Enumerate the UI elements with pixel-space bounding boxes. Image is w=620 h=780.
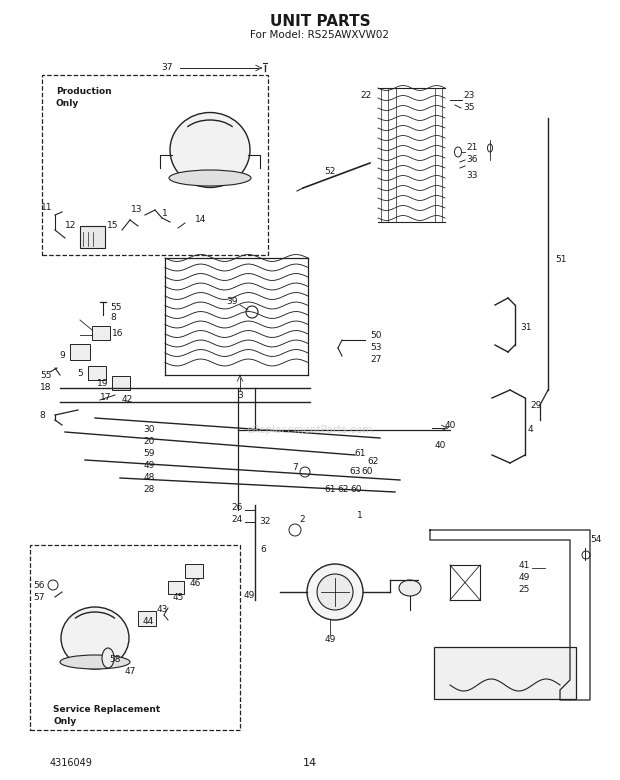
Text: 62: 62 [367,458,379,466]
Text: 57: 57 [33,593,45,601]
Bar [112,376,130,390]
Text: 1: 1 [162,210,168,218]
Text: 11: 11 [40,204,52,212]
Text: Production: Production [56,87,112,97]
Text: Only: Only [53,717,76,725]
Text: 50: 50 [370,331,381,339]
Text: 53: 53 [370,342,381,352]
Bar [30,545,240,730]
Text: 15: 15 [107,221,118,229]
Text: 37: 37 [161,63,173,73]
Text: 6: 6 [260,545,266,555]
Bar [92,326,110,340]
Bar [185,564,203,578]
Text: 22: 22 [361,90,372,100]
Text: eReplacementParts.com: eReplacementParts.com [247,425,373,435]
Text: 61: 61 [354,448,366,458]
Text: 44: 44 [143,618,154,626]
Text: 46: 46 [189,579,201,587]
Text: 36: 36 [466,155,477,165]
Text: 49: 49 [518,573,530,583]
Text: 42: 42 [122,395,133,405]
Ellipse shape [169,170,251,186]
Bar [168,581,184,594]
Bar [70,344,90,360]
Text: 30: 30 [143,426,155,434]
Text: 5: 5 [78,370,83,378]
Text: 49: 49 [244,591,255,601]
Text: 14: 14 [195,215,206,225]
Text: 24: 24 [232,515,243,523]
Text: 4316049: 4316049 [50,758,93,768]
Ellipse shape [102,648,114,668]
Text: 8: 8 [110,314,116,322]
Text: 18: 18 [40,382,51,392]
Text: 51: 51 [555,256,567,264]
Text: 7: 7 [292,463,298,473]
Bar [88,366,106,380]
Text: 28: 28 [144,485,155,495]
Text: 19: 19 [97,380,108,388]
Text: 4: 4 [528,426,534,434]
Text: 49: 49 [144,462,155,470]
Text: 52: 52 [324,168,335,176]
Text: 29: 29 [530,400,541,410]
Text: 41: 41 [518,561,530,569]
Text: 45: 45 [172,594,184,602]
Text: 26: 26 [232,502,243,512]
Text: 2: 2 [299,516,305,524]
Text: 14: 14 [303,758,317,768]
Text: 63: 63 [349,467,361,477]
Bar [80,226,105,248]
Text: 13: 13 [130,205,142,215]
Text: 55: 55 [110,303,122,313]
Text: 40: 40 [445,420,456,430]
Text: 25: 25 [518,586,530,594]
Text: 1: 1 [357,510,363,519]
Text: For Model: RS25AWXVW02: For Model: RS25AWXVW02 [250,30,389,40]
Circle shape [307,564,363,620]
Text: Only: Only [56,98,79,108]
Text: 27: 27 [370,356,381,364]
Ellipse shape [399,580,421,596]
Text: 59: 59 [143,449,155,459]
Text: 35: 35 [463,102,474,112]
Text: 39: 39 [226,297,238,307]
Text: 60: 60 [350,485,361,495]
Text: 17: 17 [100,392,112,402]
FancyBboxPatch shape [434,647,576,699]
Text: 62: 62 [337,485,348,495]
Text: 16: 16 [112,328,123,338]
Text: 60: 60 [361,467,373,477]
Circle shape [317,574,353,610]
Bar [42,75,268,255]
Text: 43: 43 [156,605,167,615]
Text: 21: 21 [466,144,477,153]
Text: 58: 58 [109,655,121,665]
Text: 3: 3 [237,391,243,399]
Text: 9: 9 [60,350,65,360]
Text: 49: 49 [324,636,335,644]
Text: 48: 48 [144,473,155,483]
Text: 31: 31 [520,324,531,332]
Text: 47: 47 [125,668,136,676]
Text: 56: 56 [33,580,45,590]
Ellipse shape [170,112,250,187]
Text: 61: 61 [324,485,336,495]
Bar [138,611,156,626]
Text: 55: 55 [40,370,51,380]
Text: 8: 8 [39,410,45,420]
Text: 54: 54 [590,536,601,544]
Text: UNIT PARTS: UNIT PARTS [270,15,370,30]
Ellipse shape [60,655,130,669]
Text: 33: 33 [466,171,477,179]
Text: 12: 12 [64,221,76,229]
Text: 23: 23 [463,90,474,100]
Text: 40: 40 [435,441,446,449]
Text: Service Replacement: Service Replacement [53,705,160,714]
Ellipse shape [61,607,129,669]
Text: 32: 32 [259,517,271,526]
Text: 20: 20 [144,438,155,446]
